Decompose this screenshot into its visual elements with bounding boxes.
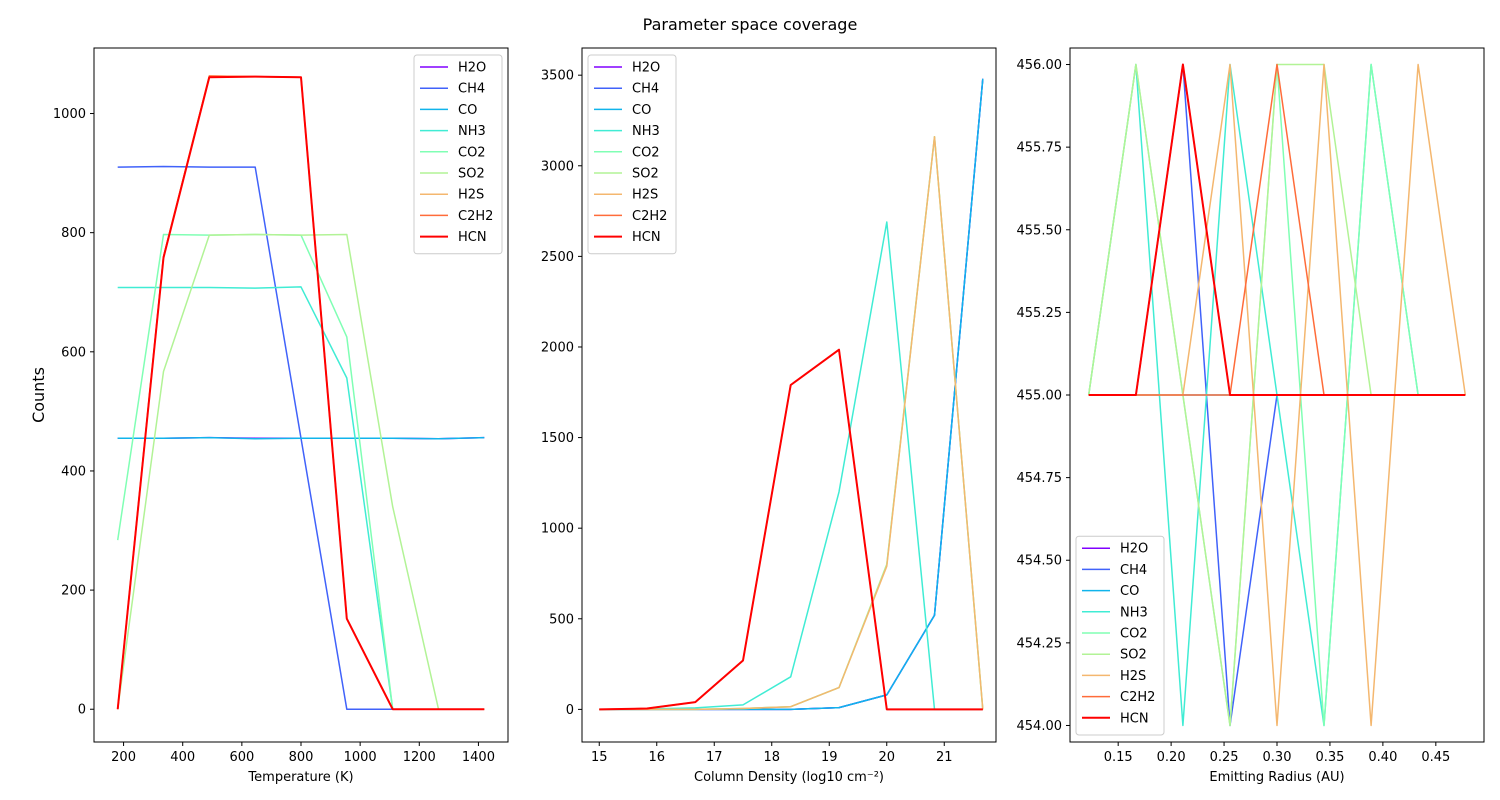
legend-label-co2: CO2 — [632, 145, 660, 160]
y-tick-label: 0 — [566, 703, 574, 718]
legend: H2O CH4 CO NH3 CO2 SO2 H2S C2H2 HCN — [587, 54, 677, 255]
legend-label-nh3: NH3 — [1120, 605, 1148, 620]
legend-label-ch4: CH4 — [632, 82, 659, 97]
legend: H2O CH4 CO NH3 CO2 SO2 H2S C2H2 HCN — [413, 54, 503, 255]
x-tick-label: 20 — [878, 750, 895, 765]
x-tick-label: 1200 — [403, 750, 436, 765]
y-tick-label: 2000 — [541, 340, 574, 355]
chart-panel-3: 0.15 0.20 0.25 0.30 0.35 0.40 0.45 454.00 454.25… — [1017, 47, 1485, 785]
legend-box — [587, 54, 677, 255]
chart-panel-2: 15 16 17 18 19 20 21 0 500 1000 1500 2000 2500 3000 35… — [541, 47, 997, 785]
x-tick-label: 15 — [591, 750, 608, 765]
legend-label-hcn: HCN — [458, 230, 487, 245]
y-tick-label: 455.00 — [1017, 389, 1063, 404]
x-tick-label: 18 — [763, 750, 780, 765]
y-tick-label: 1500 — [541, 431, 574, 446]
legend-label-h2o: H2O — [632, 61, 660, 76]
y-tick-label: 800 — [61, 226, 86, 241]
series-line-hcn — [116, 75, 485, 711]
x-axis-label: Emitting Radius (AU) — [1209, 770, 1344, 785]
y-tick-label: 200 — [61, 584, 86, 599]
legend-label-so2: SO2 — [1120, 648, 1147, 663]
series-line-h2s — [599, 136, 984, 711]
x-tick-label: 0.25 — [1210, 750, 1239, 765]
legend-label-h2o: H2O — [1120, 542, 1148, 557]
x-tick-label: 21 — [936, 750, 953, 765]
y-tick-label: 400 — [61, 464, 86, 479]
x-tick-label: 0.35 — [1315, 750, 1344, 765]
legend-label-hcn: HCN — [632, 230, 661, 245]
legend-label-nh3: NH3 — [632, 124, 660, 139]
series-line-nh3 — [599, 221, 983, 711]
chart-panel-1: 200 400 600 800 1000 1200 1400 0 200 400 600 800 100… — [29, 47, 509, 785]
legend-label-so2: SO2 — [458, 167, 485, 182]
x-tick-label: 0.30 — [1263, 750, 1292, 765]
legend-label-co2: CO2 — [1120, 627, 1148, 642]
x-tick-label: 17 — [706, 750, 723, 765]
y-tick-label: 455.25 — [1017, 306, 1063, 321]
y-tick-label: 2500 — [541, 250, 574, 265]
y-tick-label: 600 — [61, 345, 86, 360]
x-axis-label: Column Density (log10 cm⁻²) — [694, 770, 884, 785]
y-tick-label: 456.00 — [1017, 58, 1063, 73]
y-tick-label: 454.50 — [1017, 554, 1063, 569]
x-tick-label: 200 — [111, 750, 136, 765]
legend-label-ch4: CH4 — [1120, 563, 1147, 578]
legend-label-h2s: H2S — [1120, 669, 1146, 684]
legend: H2O CH4 CO NH3 CO2 SO2 H2S C2H2 HCN — [1075, 535, 1165, 736]
legend-label-h2s: H2S — [632, 188, 658, 203]
y-tick-label: 1000 — [541, 522, 574, 537]
legend-label-h2s: H2S — [458, 188, 484, 203]
legend-label-c2h2: C2H2 — [458, 209, 493, 224]
legend-box — [1075, 535, 1165, 736]
series-line-hcn — [599, 348, 983, 711]
y-tick-label: 454.25 — [1017, 636, 1063, 651]
legend-label-co2: CO2 — [458, 145, 486, 160]
y-tick-label: 455.75 — [1017, 141, 1063, 156]
x-tick-label: 0.15 — [1104, 750, 1133, 765]
x-axis-label: Temperature (K) — [247, 770, 353, 785]
legend-label-ch4: CH4 — [458, 82, 485, 97]
x-tick-label: 0.45 — [1421, 750, 1450, 765]
legend-label-co: CO — [1120, 584, 1139, 599]
series-line-co — [117, 436, 485, 440]
legend-label-c2h2: C2H2 — [1120, 690, 1155, 705]
legend-label-co: CO — [632, 103, 651, 118]
y-axis-label: Counts — [29, 367, 48, 423]
y-tick-label: 3500 — [541, 69, 574, 84]
x-tick-label: 19 — [821, 750, 838, 765]
x-tick-label: 1000 — [344, 750, 377, 765]
legend-label-h2o: H2O — [458, 61, 486, 76]
y-tick-label: 1000 — [53, 107, 86, 122]
legend-label-c2h2: C2H2 — [632, 209, 667, 224]
panels: 200 400 600 800 1000 1200 14000200400600800100… — [29, 47, 1485, 785]
legend-label-hcn: HCN — [1120, 711, 1149, 726]
x-tick-label: 600 — [229, 750, 254, 765]
legend-label-co: CO — [458, 103, 477, 118]
x-tick-label: 0.20 — [1157, 750, 1186, 765]
x-tick-label: 16 — [648, 750, 665, 765]
legend-box — [413, 54, 503, 255]
x-tick-label: 800 — [289, 750, 314, 765]
y-tick-label: 454.00 — [1017, 719, 1063, 734]
series-line-hcn — [1088, 63, 1466, 396]
x-tick-label: 1400 — [462, 750, 495, 765]
axes-frame — [581, 47, 997, 743]
legend-label-nh3: NH3 — [458, 124, 486, 139]
x-tick-label: 0.40 — [1368, 750, 1397, 765]
y-tick-label: 500 — [549, 612, 574, 627]
x-tick-label: 400 — [170, 750, 195, 765]
y-tick-label: 0 — [78, 703, 86, 718]
y-tick-label: 455.50 — [1017, 223, 1063, 238]
figure-title: Parameter space coverage — [643, 15, 858, 34]
y-tick-label: 454.75 — [1017, 471, 1063, 486]
series-line-so2 — [116, 233, 485, 710]
legend-label-so2: SO2 — [632, 167, 659, 182]
y-tick-label: 3000 — [541, 159, 574, 174]
